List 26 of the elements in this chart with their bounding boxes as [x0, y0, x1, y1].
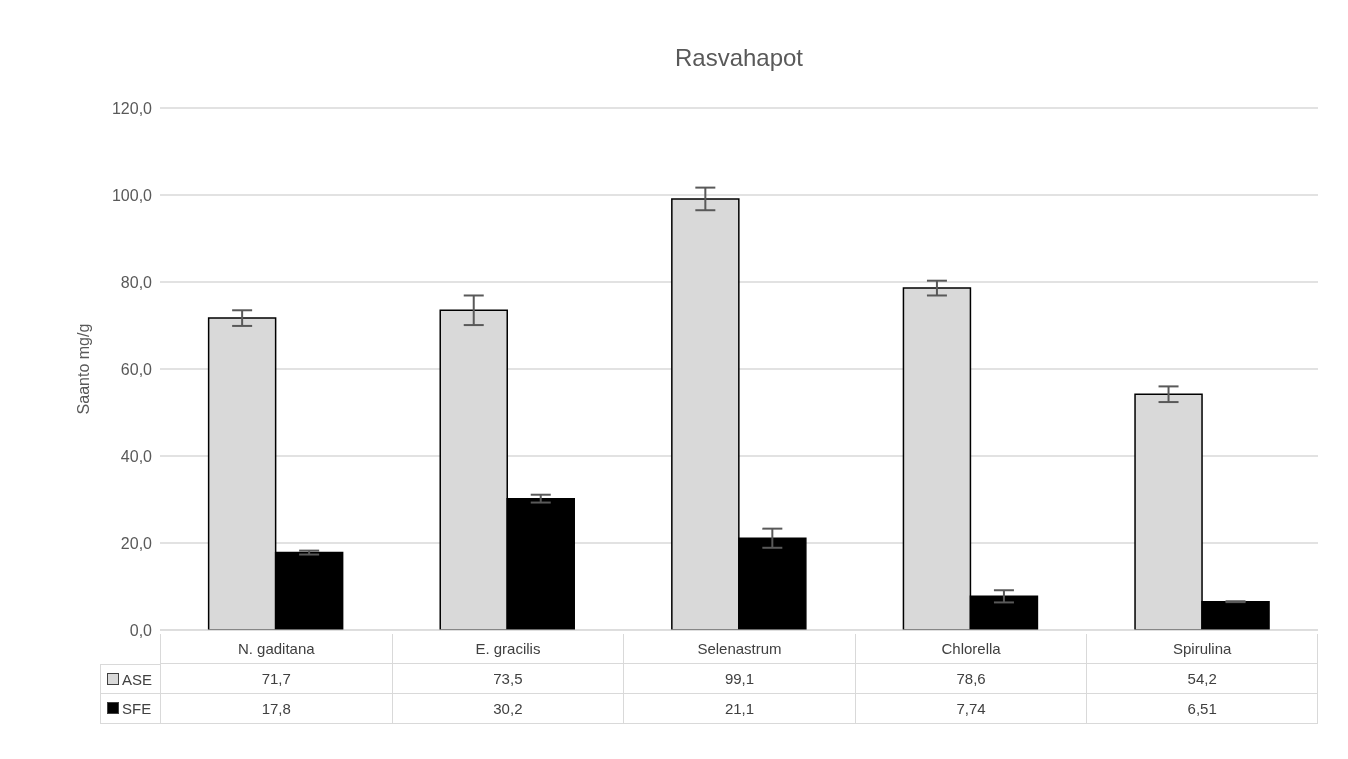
data-label: 99,1 — [623, 664, 855, 694]
data-label: 73,5 — [391, 664, 624, 694]
y-tick-label: 40,0 — [120, 447, 153, 465]
y-tick-label: 120,0 — [111, 99, 153, 117]
legend-label: ASE — [100, 664, 160, 694]
data-label: 78,6 — [854, 664, 1087, 694]
y-tick-label: 60,0 — [120, 360, 153, 378]
x-tick-label: Selenastrum — [623, 634, 855, 664]
x-tick-label: Chlorella — [854, 634, 1087, 664]
x-tick-label: Spirulina — [1086, 634, 1318, 664]
y-tick-label: 100,0 — [111, 186, 153, 204]
y-tick-label: 0,0 — [129, 621, 153, 639]
y-tick-label: 20,0 — [120, 534, 153, 552]
data-label: 7,74 — [854, 694, 1087, 724]
x-tick-label: N. gaditana — [160, 634, 392, 664]
legend-label: SFE — [100, 694, 160, 724]
x-tick-label: E. gracilis — [391, 634, 624, 664]
y-tick-label: 80,0 — [120, 273, 153, 291]
y-axis-title: Saanto mg/g — [74, 323, 92, 415]
data-label: 21,1 — [623, 694, 855, 724]
data-label: 30,2 — [391, 694, 624, 724]
data-label: 54,2 — [1086, 664, 1318, 694]
data-label: 17,8 — [160, 694, 392, 724]
data-label: 6,51 — [1086, 694, 1318, 724]
chart-title: Rasvahapot — [673, 44, 805, 72]
data-label: 71,7 — [160, 664, 392, 694]
